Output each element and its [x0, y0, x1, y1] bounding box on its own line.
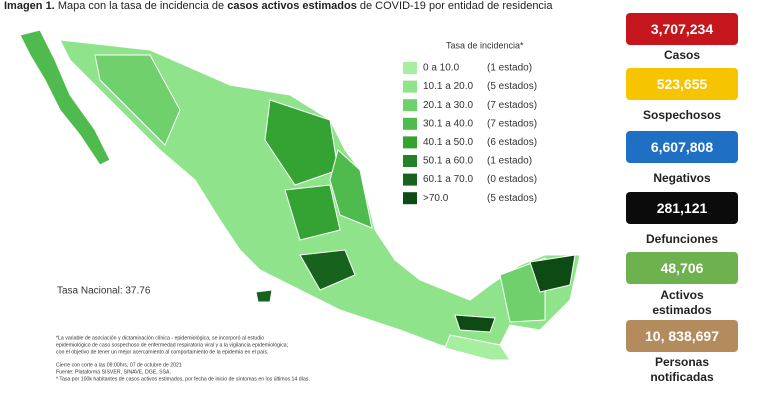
legend-range: 60.1 a 70.0	[423, 174, 473, 185]
legend-swatch	[403, 192, 417, 205]
legend-range: 50.1 a 60.0	[423, 156, 473, 167]
legend-range: 10.1 a 20.0	[423, 81, 473, 92]
national-rate: Tasa Nacional: 37.76	[57, 286, 151, 297]
legend-count: (0 estados)	[487, 174, 537, 185]
legend-title: Tasa de incidencia*	[446, 40, 524, 50]
footnote: epidemiológico de caso sospechoso de enf…	[56, 342, 288, 348]
legend-swatch	[403, 136, 417, 149]
footnote: Fuente: Plataforma SISVER, SINAVE, DGE, …	[56, 369, 171, 375]
stat-label: Negativos	[653, 171, 711, 185]
title: Imagen 1. Mapa con la tasa de incidencia…	[4, 0, 553, 12]
legend-range: 40.1 a 50.0	[423, 137, 473, 148]
stat-value: 3,707,234	[626, 13, 738, 45]
legend-count: (7 estados)	[487, 100, 537, 111]
title-text: Mapa con la tasa de incidencia de	[57, 0, 228, 12]
legend-range: 30.1 a 40.0	[423, 118, 473, 129]
legend-count: (1 estado)	[487, 156, 532, 167]
stat-label: Casos	[663, 48, 701, 62]
legend-swatch	[403, 80, 417, 93]
stat-label: Activos estimados	[652, 288, 712, 317]
stat-label: Sospechosos	[642, 108, 722, 122]
legend-count: (5 estados)	[487, 81, 537, 92]
stat-label: Personas notificadas	[650, 355, 714, 384]
legend-count: (1 estado)	[487, 63, 532, 74]
legend-count: (5 estados)	[487, 193, 537, 204]
legend-swatch	[403, 155, 417, 167]
stat-value: 48,706	[626, 252, 738, 284]
stat-value: 523,655	[626, 68, 738, 100]
legend-range: 20.1 a 30.0	[423, 100, 473, 111]
stat-value: 6,607,808	[626, 131, 738, 163]
legend-range: >70.0	[423, 193, 449, 204]
footnote: Cierre con corte a las 09:00hrs, 07 de o…	[56, 362, 182, 368]
map: Tasa de incidencia* 0 a 10.0 (1 estado) 10.…	[19, 29, 581, 382]
state	[284, 184, 341, 241]
title-bold: casos activos estimados	[227, 0, 357, 12]
legend-swatch	[403, 62, 417, 74]
legend-range: 0 a 10.0	[423, 63, 460, 74]
map-shapes	[19, 29, 581, 361]
title-label: Imagen 1.	[4, 0, 55, 12]
state	[264, 99, 339, 186]
legend-count: (7 estados)	[487, 118, 537, 129]
legend-swatch	[403, 173, 417, 186]
stat-value: 10, 838,697	[626, 320, 738, 352]
stat-value: 281,121	[626, 192, 738, 224]
legend-count: (6 estados)	[487, 137, 537, 148]
state	[19, 29, 111, 166]
state	[529, 254, 576, 293]
footnote: * Tasa por 100k habitantes de casos acti…	[56, 376, 310, 382]
state	[329, 149, 373, 229]
state	[299, 249, 356, 291]
legend-swatch	[403, 117, 417, 130]
title-text: de COVID-19 por entidad de residencia	[356, 0, 553, 12]
state	[444, 334, 511, 361]
footnote: *La variable de asociación y dictaminaci…	[56, 335, 264, 341]
legend-swatch	[403, 99, 417, 112]
footnote: con el objetivo de tener un mejor acerca…	[56, 349, 269, 355]
state	[94, 54, 181, 146]
stat-label: Defunciones	[645, 232, 718, 246]
state	[454, 314, 496, 333]
state	[255, 289, 273, 303]
